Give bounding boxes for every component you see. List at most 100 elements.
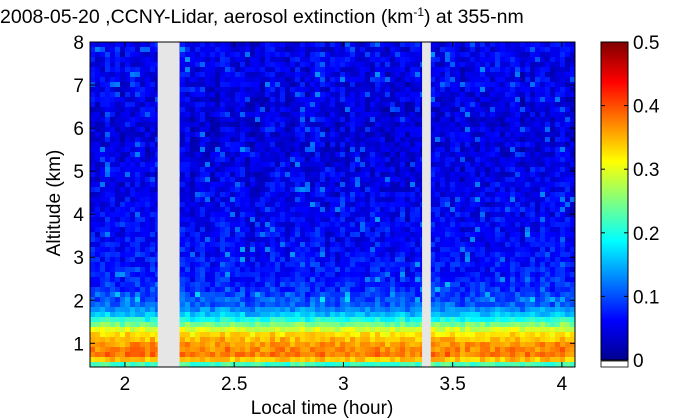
heatmap-cell bbox=[375, 192, 381, 198]
heatmap-cell bbox=[455, 192, 461, 198]
heatmap-cell bbox=[400, 247, 406, 253]
heatmap-cell bbox=[95, 117, 101, 123]
heatmap-cell bbox=[235, 67, 241, 73]
heatmap-cell bbox=[190, 317, 196, 323]
heatmap-cell bbox=[180, 317, 186, 323]
heatmap-cell bbox=[190, 107, 196, 113]
heatmap-cell bbox=[360, 222, 366, 228]
heatmap-cell bbox=[185, 117, 191, 123]
heatmap-cell bbox=[195, 272, 201, 278]
heatmap-cell bbox=[405, 322, 411, 328]
heatmap-cell bbox=[405, 202, 411, 208]
heatmap-cell bbox=[460, 277, 466, 283]
heatmap-cell bbox=[405, 277, 411, 283]
heatmap-cell bbox=[400, 67, 406, 73]
heatmap-cell bbox=[95, 282, 101, 288]
heatmap-cell bbox=[140, 152, 146, 158]
heatmap-cell bbox=[415, 92, 421, 98]
heatmap-cell bbox=[280, 242, 286, 248]
heatmap-cell bbox=[190, 337, 196, 343]
heatmap-cell bbox=[360, 322, 366, 328]
heatmap-cell bbox=[305, 352, 311, 358]
heatmap-cell bbox=[180, 77, 186, 83]
heatmap-cell bbox=[205, 327, 211, 333]
heatmap-cell bbox=[290, 172, 296, 178]
heatmap-cell bbox=[230, 322, 236, 328]
heatmap-cell bbox=[210, 97, 216, 103]
heatmap-cell bbox=[375, 272, 381, 278]
heatmap-cell bbox=[405, 222, 411, 228]
heatmap-cell bbox=[200, 312, 206, 318]
heatmap-cell bbox=[460, 127, 466, 133]
heatmap-cell bbox=[380, 332, 386, 338]
heatmap-cell bbox=[415, 117, 421, 123]
heatmap-cell bbox=[465, 122, 471, 128]
heatmap-cell bbox=[340, 237, 346, 243]
heatmap-cell bbox=[375, 317, 381, 323]
heatmap-cell bbox=[455, 102, 461, 108]
heatmap-cell bbox=[140, 297, 146, 303]
heatmap-cell bbox=[90, 112, 96, 118]
heatmap-cell bbox=[150, 362, 156, 367]
heatmap-cell bbox=[400, 172, 406, 178]
heatmap-cell bbox=[365, 47, 371, 53]
heatmap-cell bbox=[190, 302, 196, 308]
heatmap-cell bbox=[200, 202, 206, 208]
heatmap-cell bbox=[230, 112, 236, 118]
heatmap-cell bbox=[305, 147, 311, 153]
heatmap-cell bbox=[470, 147, 476, 153]
heatmap-cell bbox=[330, 187, 336, 193]
heatmap-cell bbox=[290, 362, 296, 367]
heatmap-cell bbox=[240, 92, 246, 98]
heatmap-cell bbox=[465, 62, 471, 68]
heatmap-cell bbox=[345, 267, 351, 273]
heatmap-cell bbox=[140, 322, 146, 328]
heatmap-cell bbox=[260, 357, 266, 363]
heatmap-cell bbox=[245, 67, 251, 73]
heatmap-cell bbox=[130, 207, 136, 213]
heatmap-cell bbox=[310, 267, 316, 273]
heatmap-cell bbox=[365, 297, 371, 303]
heatmap-cell bbox=[370, 207, 376, 213]
heatmap-cell bbox=[430, 82, 436, 88]
heatmap-cell bbox=[145, 302, 151, 308]
chart-title: 2008-05-20 ,CCNY-Lidar, aerosol extincti… bbox=[0, 0, 592, 34]
heatmap-cell bbox=[445, 357, 451, 363]
heatmap-cell bbox=[255, 57, 261, 63]
heatmap-cell bbox=[295, 347, 301, 353]
heatmap-cell bbox=[240, 102, 246, 108]
heatmap-cell bbox=[390, 287, 396, 293]
heatmap-cell bbox=[275, 262, 281, 268]
heatmap-cell bbox=[135, 267, 141, 273]
heatmap-cell bbox=[340, 112, 346, 118]
heatmap-cell bbox=[350, 132, 356, 138]
heatmap-cell bbox=[115, 47, 121, 53]
heatmap-cell bbox=[190, 142, 196, 148]
heatmap-cell bbox=[190, 157, 196, 163]
heatmap-cell bbox=[350, 57, 356, 63]
heatmap-cell bbox=[90, 162, 96, 168]
heatmap-cell bbox=[100, 217, 106, 223]
heatmap-cell bbox=[320, 202, 326, 208]
heatmap-cell bbox=[120, 197, 126, 203]
heatmap-cell bbox=[180, 72, 186, 78]
heatmap-cell bbox=[335, 297, 341, 303]
heatmap-cell bbox=[365, 347, 371, 353]
heatmap-cell bbox=[330, 242, 336, 248]
heatmap-cell bbox=[240, 177, 246, 183]
heatmap-cell bbox=[200, 107, 206, 113]
heatmap-cell bbox=[140, 52, 146, 58]
heatmap-cell bbox=[335, 287, 341, 293]
heatmap-cell bbox=[385, 357, 391, 363]
heatmap-cell bbox=[150, 152, 156, 158]
heatmap-cell bbox=[260, 267, 266, 273]
heatmap-cell bbox=[340, 102, 346, 108]
heatmap-cell bbox=[430, 192, 436, 198]
heatmap-cell bbox=[120, 212, 126, 218]
heatmap-cell bbox=[315, 87, 321, 93]
heatmap-cell bbox=[455, 277, 461, 283]
heatmap-cell bbox=[190, 167, 196, 173]
heatmap-cell bbox=[220, 152, 226, 158]
heatmap-cell bbox=[450, 292, 456, 298]
heatmap-cell bbox=[450, 232, 456, 238]
